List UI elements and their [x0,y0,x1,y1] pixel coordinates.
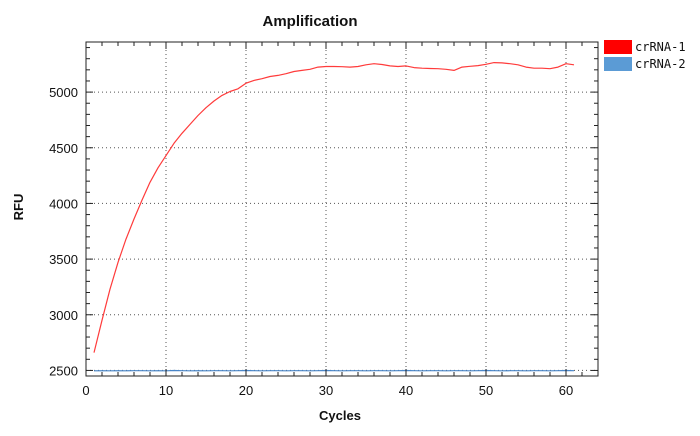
chart-title: Amplification [262,13,357,30]
x-tick-label: 60 [559,383,573,398]
y-tick-label: 4000 [49,196,78,211]
y-tick-label: 3000 [49,308,78,323]
y-axis-label: RFU [11,194,26,221]
y-tick-label: 2500 [49,363,78,378]
axis-ticks [85,42,599,376]
legend-swatch-crrna-2 [604,57,632,71]
x-tick-label: 20 [239,383,253,398]
y-tick-label: 3500 [49,252,78,267]
x-tick-label: 50 [479,383,493,398]
series-group [93,61,575,372]
x-tick-label: 40 [399,383,413,398]
y-tick-label: 4500 [49,141,78,156]
y-tick-label: 5000 [49,85,78,100]
legend-label-crrna-2: crRNA-2 [635,57,686,71]
tick-labels: 0 10 20 30 40 50 60 2500 3000 3500 4000 4500 5000 [49,85,573,398]
x-tick-label: 10 [159,383,173,398]
x-axis-label: Cycles [319,408,361,423]
grid-lines [86,42,598,376]
legend: crRNA-1 crRNA-2 [604,40,686,71]
x-tick-label: 30 [319,383,333,398]
legend-swatch-crrna-1 [604,40,632,54]
series-line-crrna-1 [93,61,575,353]
x-tick-label: 0 [82,383,89,398]
legend-label-crrna-1: crRNA-1 [635,40,686,54]
